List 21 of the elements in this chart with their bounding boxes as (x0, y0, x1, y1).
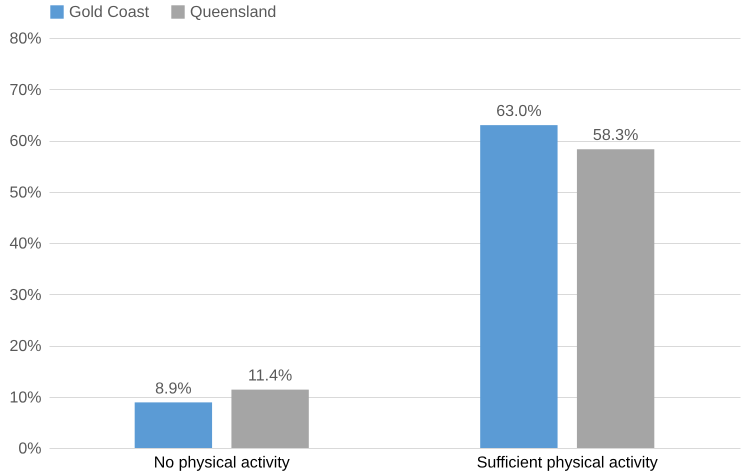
y-tick-label: 50% (9, 184, 42, 202)
y-tick-label: 30% (9, 286, 42, 304)
data-label: 11.4% (248, 368, 292, 385)
x-tick-label: Sufficient physical activity (476, 454, 658, 472)
y-tick-label: 70% (9, 82, 42, 99)
legend-label: Gold Coast (69, 4, 150, 21)
bar (231, 390, 309, 448)
data-label: 58.3% (592, 127, 638, 144)
data-label: 63.0% (496, 103, 542, 120)
y-tick-label: 10% (9, 389, 42, 406)
legend-label: Queensland (190, 4, 276, 21)
data-label: 8.9% (155, 380, 192, 398)
y-tick-label: 60% (9, 133, 42, 150)
y-tick-label: 0% (18, 440, 42, 458)
bar (134, 402, 212, 448)
y-tick-label: 40% (9, 236, 42, 252)
y-tick-label: 80% (9, 30, 42, 48)
bar (480, 125, 558, 448)
x-tick-label: No physical activity (154, 454, 290, 472)
y-tick-label: 20% (9, 338, 42, 355)
bar (576, 149, 654, 448)
